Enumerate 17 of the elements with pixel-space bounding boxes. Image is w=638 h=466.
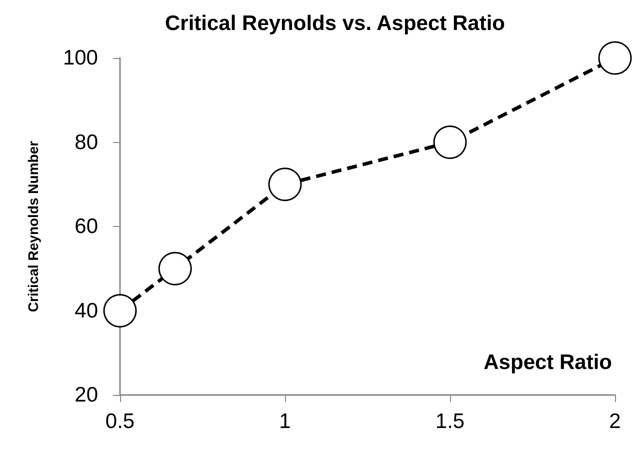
point — [598, 41, 632, 75]
x-axis-title: Aspect Ratio — [484, 351, 612, 374]
x-tick-label: 0.5 — [105, 410, 135, 433]
point — [103, 294, 137, 328]
y-axis-title: Critical Reynolds Number — [25, 140, 41, 312]
y-tick-label: 20 — [74, 384, 98, 406]
y-tick-label: 40 — [74, 299, 98, 322]
point — [158, 252, 192, 286]
x-tick-label: 1 — [279, 410, 291, 433]
y-tick-label: 60 — [74, 215, 98, 238]
y-tick-label: 80 — [74, 130, 98, 154]
point — [433, 126, 467, 159]
chart-title: Critical Reynolds vs. Aspect Ratio — [165, 12, 505, 35]
x-tick-label: 1.5 — [435, 410, 465, 433]
y-tick-label: 100 — [62, 46, 98, 70]
x-tick-label: 2 — [609, 410, 621, 433]
point — [268, 168, 302, 202]
